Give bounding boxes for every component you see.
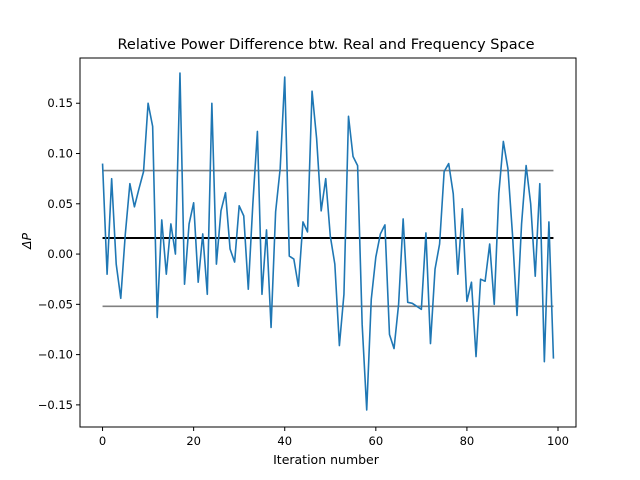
axes-frame xyxy=(79,57,577,428)
y-tick-label: 0.05 xyxy=(47,197,73,211)
x-tick-label: 100 xyxy=(547,434,569,448)
y-axis-label: ΔP xyxy=(19,232,34,250)
y-tick-label: 0.00 xyxy=(47,247,73,261)
x-axis-ticks: 0 20 40 60 80 100 xyxy=(99,427,569,448)
x-tick-label: 20 xyxy=(186,434,201,448)
y-tick-label: −0.10 xyxy=(38,348,73,362)
series-line-0 xyxy=(101,72,555,411)
y-tick-label: 0.15 xyxy=(47,96,73,110)
y-tick-label: 0.10 xyxy=(47,147,73,161)
x-tick-label: 0 xyxy=(99,434,106,448)
plot-area xyxy=(79,57,577,428)
y-axis-ticks: −0.15 −0.10 −0.05 0.00 0.05 0.10 0.15 xyxy=(38,96,80,412)
y-tick-label: −0.15 xyxy=(38,398,73,412)
x-tick-label: 40 xyxy=(277,434,292,448)
x-tick-label: 60 xyxy=(369,434,384,448)
x-axis-label: Iteration number xyxy=(273,452,380,467)
x-tick-label: 80 xyxy=(460,434,475,448)
y-tick-label: −0.05 xyxy=(38,297,73,311)
chart-title: Relative Power Difference btw. Real and … xyxy=(118,37,535,53)
